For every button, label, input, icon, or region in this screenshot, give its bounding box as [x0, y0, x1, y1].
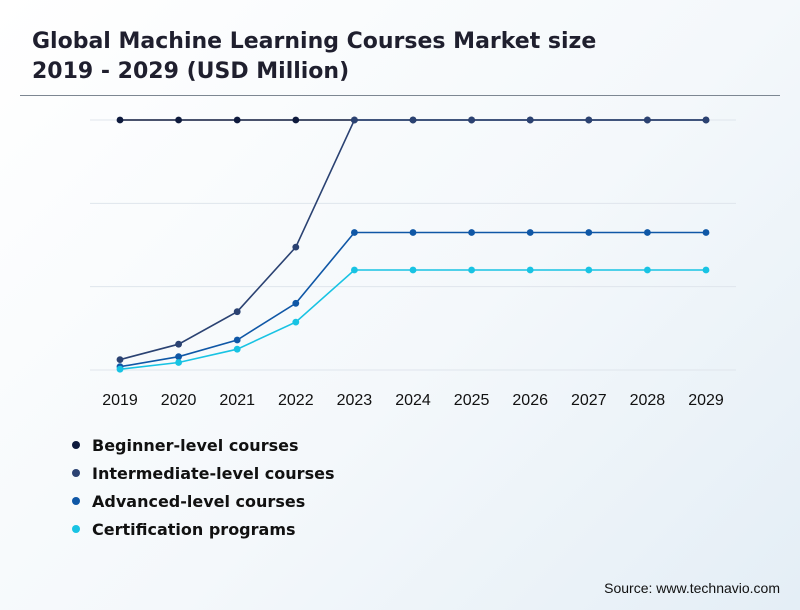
data-point-s2-2025	[468, 116, 475, 124]
x-tick-label-2023: 2023	[337, 392, 373, 409]
data-point-s4-2021	[233, 345, 241, 353]
legend-marker-icon	[72, 525, 80, 533]
legend-item-3: Advanced-level courses	[72, 487, 334, 515]
x-tick-label-2021: 2021	[219, 392, 255, 409]
legend-label: Advanced-level courses	[92, 491, 306, 511]
source-note: Source: www.technavio.com	[604, 580, 780, 596]
legend-label: Beginner-level courses	[92, 435, 299, 455]
data-point-s2-2022	[292, 243, 300, 251]
data-point-s3-2026	[526, 229, 534, 236]
x-tick-label-2027: 2027	[571, 392, 607, 409]
data-point-s2-2026	[526, 116, 534, 124]
legend-label: Intermediate-level courses	[92, 463, 335, 483]
data-point-s3-2021	[233, 336, 241, 344]
data-point-s2-2023	[351, 116, 358, 124]
data-point-s4-2027	[585, 266, 593, 274]
chart-title-line-2: 2019 - 2029 (USD Million)	[32, 59, 350, 84]
data-point-s3-2023	[351, 229, 358, 236]
legend-label: Certification programs	[92, 519, 296, 539]
data-point-s4-2020	[175, 359, 183, 366]
series-line-2	[119, 119, 706, 361]
x-tick-label-2024: 2024	[395, 392, 431, 409]
data-point-s2-2021	[233, 308, 241, 316]
data-point-s3-2028	[644, 229, 651, 236]
series-line-3	[119, 231, 706, 368]
x-tick-label-2029: 2029	[688, 392, 724, 409]
x-tick-label-2026: 2026	[512, 392, 548, 409]
x-axis-tick-labels: 2019 2020 2021 2022 2023 2024 2025 2026 2027 2028…	[102, 392, 724, 409]
legend-marker-icon	[72, 497, 80, 505]
series-points	[116, 116, 710, 373]
title-divider	[20, 95, 780, 96]
data-point-s1-2019	[116, 116, 124, 124]
data-point-s2-2028	[644, 116, 651, 124]
x-tick-label-2025: 2025	[454, 392, 490, 409]
chart-title-line-1: Global Machine Learning Courses Market s…	[32, 29, 597, 54]
data-point-s3-2027	[585, 229, 593, 236]
data-point-s4-2023	[351, 266, 358, 274]
data-point-s4-2025	[468, 266, 475, 274]
data-point-s2-2029	[702, 116, 710, 124]
data-point-s1-2020	[175, 116, 183, 124]
data-point-s1-2021	[233, 116, 241, 124]
data-point-s2-2024	[409, 116, 417, 124]
data-point-s4-2029	[702, 266, 710, 274]
legend-marker-icon	[72, 441, 80, 449]
data-point-s4-2026	[526, 266, 534, 274]
x-tick-label-2020: 2020	[161, 392, 197, 409]
data-point-s2-2020	[175, 340, 183, 348]
data-point-s4-2019	[116, 365, 124, 373]
data-point-s3-2025	[468, 229, 475, 236]
data-point-s3-2022	[292, 299, 300, 307]
legend: Beginner-level courses Intermediate-level…	[72, 431, 334, 543]
data-point-s3-2029	[702, 229, 710, 236]
data-point-s1-2022	[292, 116, 300, 124]
data-point-s3-2024	[409, 229, 417, 236]
data-point-s4-2022	[292, 318, 300, 326]
data-point-s4-2028	[644, 266, 651, 274]
series-lines	[119, 119, 706, 370]
x-tick-label-2028: 2028	[630, 392, 666, 409]
series-line-4	[119, 269, 706, 370]
x-tick-label-2019: 2019	[102, 392, 138, 409]
legend-item-4: Certification programs	[72, 515, 334, 543]
chart-title: Global Machine Learning Courses Market s…	[32, 27, 596, 87]
legend-item-1: Beginner-level courses	[72, 431, 334, 459]
gridlines	[90, 119, 736, 371]
x-tick-label-2022: 2022	[278, 392, 314, 409]
data-point-s4-2024	[409, 266, 417, 274]
legend-item-2: Intermediate-level courses	[72, 459, 334, 487]
data-point-s3-2020	[175, 353, 183, 361]
legend-marker-icon	[72, 469, 80, 477]
data-point-s2-2019	[116, 356, 124, 363]
line-chart: 2019 2020 2021 2022 2023 2024 2025 2026 2027 2028…	[90, 116, 736, 409]
data-point-s2-2027	[585, 116, 593, 124]
